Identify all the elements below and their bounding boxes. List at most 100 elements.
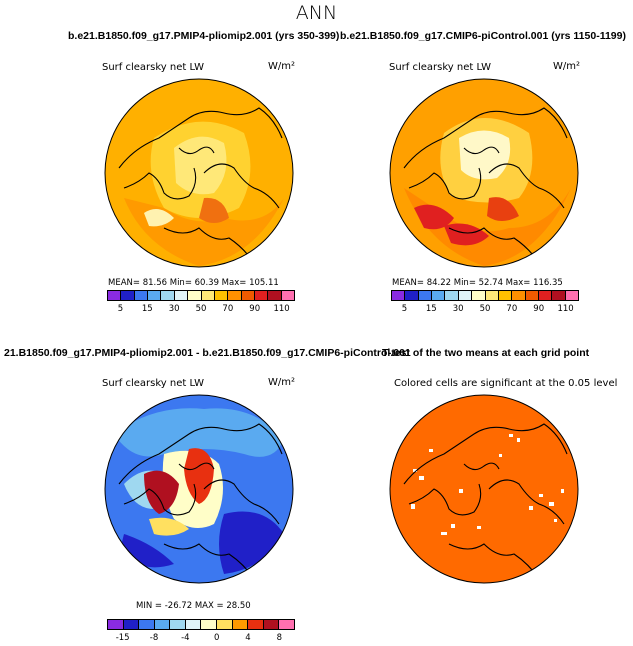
main-title: ANN: [295, 2, 338, 24]
field-region-positive: [184, 448, 214, 504]
colorbar-swatch: [279, 620, 294, 629]
case-title-top-right: b.e21.B1850.f09_g17.CMIP6-piControl.001 …: [340, 30, 626, 42]
colorbar-tick-label: 90: [533, 304, 545, 314]
colorbar-swatch: [154, 620, 171, 629]
field-region-pole: [459, 130, 511, 180]
colorbar-swatch: [170, 620, 186, 629]
colorbar-swatch: [418, 291, 433, 300]
variable-label-bottom-left: Surf clearsky net LW: [102, 378, 205, 389]
polar-map-top-right: [389, 78, 579, 268]
colorbar-top-right: [391, 290, 579, 301]
coastlines: [403, 423, 568, 580]
colorbar-swatch: [108, 291, 122, 300]
colorbar-swatch: [121, 291, 135, 300]
coastlines: [118, 423, 283, 580]
colorbar-swatch: [268, 291, 282, 300]
colorbar-bottom-left: [107, 619, 295, 630]
field-region-greenland: [144, 209, 174, 227]
subtitle-bottom-right: Colored cells are significant at the 0.0…: [394, 378, 618, 389]
colorbar-swatch: [123, 620, 140, 629]
colorbar-tick-label: 30: [452, 304, 464, 314]
stats-top-right: MEAN= 84.22 Min= 52.74 Max= 116.35: [392, 278, 563, 288]
field-region-mild: [149, 517, 189, 536]
colorbar-tick-label: 15: [425, 304, 437, 314]
colorbar-swatch: [565, 291, 579, 300]
map-boundary: [389, 394, 579, 584]
field-region-hot-south: [444, 223, 489, 246]
colorbar-top-left: [107, 290, 295, 301]
colorbar-swatch: [472, 291, 486, 300]
colorbar-swatch: [214, 291, 229, 300]
field-region-strong-positive: [144, 470, 179, 514]
polar-map-top-left: [104, 78, 294, 268]
field-region-pole: [174, 136, 227, 195]
stats-top-left: MEAN= 81.56 Min= 60.39 Max= 105.11: [108, 278, 279, 288]
colorbar-swatch: [241, 291, 255, 300]
colorbar-tick-label: 70: [222, 304, 234, 314]
map-boundary: [389, 78, 579, 268]
colorbar-tick-label: 30: [168, 304, 180, 314]
units-label-top-right: W/m²: [553, 61, 581, 72]
colorbar-ticks-top-left: 5 15 30 50 70 90 110: [107, 304, 295, 316]
colorbar-swatch: [232, 620, 249, 629]
colorbar-swatch: [525, 291, 539, 300]
map-boundary: [104, 78, 294, 268]
variable-label-top-left: Surf clearsky net LW: [102, 62, 205, 73]
colorbar-tick-label: 110: [557, 304, 574, 314]
field-region-hot-west: [414, 204, 454, 230]
coastlines: [118, 107, 283, 264]
case-title-top-left: b.e21.B1850.f09_g17.PMIP4-pliomip2.001 (…: [68, 30, 340, 42]
polar-map-bottom-right: [389, 394, 579, 584]
colorbar-tick-label: 0: [213, 633, 220, 643]
polar-map-bottom-left: [104, 394, 294, 584]
colorbar-swatch: [432, 291, 446, 300]
colorbar-swatch: [254, 291, 269, 300]
colorbar-swatch: [458, 291, 473, 300]
colorbar-swatch: [228, 291, 242, 300]
field-region-north: [114, 408, 284, 457]
case-title-bottom-right: T-test of the two means at each grid poi…: [382, 347, 590, 359]
colorbar-swatch: [552, 291, 566, 300]
colorbar-swatch: [201, 291, 215, 300]
colorbar-tick-label: 4: [245, 633, 251, 643]
colorbar-tick-label: -15: [115, 633, 130, 643]
stats-bottom-left: MIN = -26.72 MAX = 28.50: [136, 601, 251, 611]
colorbar-swatch: [188, 291, 202, 300]
colorbar-tick-label: 50: [195, 304, 207, 314]
colorbar-swatch: [148, 291, 162, 300]
variable-label-top-right: Surf clearsky net LW: [389, 62, 492, 73]
colorbar-tick-label: 8: [276, 633, 283, 643]
colorbar-swatch: [405, 291, 419, 300]
field-region-warm: [487, 197, 519, 221]
coastlines: [403, 107, 568, 264]
colorbar-swatch: [485, 291, 499, 300]
colorbar-tick-label: 50: [479, 304, 491, 314]
colorbar-ticks-top-right: 5 15 30 50 70 90 110: [391, 304, 579, 316]
colorbar-tick-label: 5: [117, 304, 124, 314]
colorbar-swatch: [174, 291, 189, 300]
insignificant-cells: [411, 434, 564, 535]
colorbar-swatch: [445, 291, 459, 300]
colorbar-swatch: [185, 620, 202, 629]
colorbar-swatch: [161, 291, 175, 300]
colorbar-tick-label: 70: [506, 304, 518, 314]
colorbar-swatch: [538, 291, 553, 300]
colorbar-tick-label: -8: [149, 633, 159, 643]
colorbar-swatch: [201, 620, 218, 629]
colorbar-swatch: [498, 291, 513, 300]
colorbar-tick-label: 5: [401, 304, 408, 314]
colorbar-swatch: [217, 620, 233, 629]
colorbar-tick-label: 15: [141, 304, 153, 314]
colorbar-tick-label: 90: [249, 304, 261, 314]
field-region-warm: [199, 197, 229, 223]
map-boundary: [104, 394, 294, 584]
units-label-bottom-left: W/m²: [268, 377, 296, 388]
colorbar-tick-label: 110: [273, 304, 290, 314]
colorbar-swatch: [134, 291, 149, 300]
colorbar-swatch: [108, 620, 124, 629]
colorbar-swatch: [392, 291, 406, 300]
colorbar-tick-label: -4: [181, 633, 190, 643]
colorbar-swatch: [281, 291, 295, 300]
colorbar-swatch: [512, 291, 526, 300]
colorbar-swatch: [263, 620, 280, 629]
